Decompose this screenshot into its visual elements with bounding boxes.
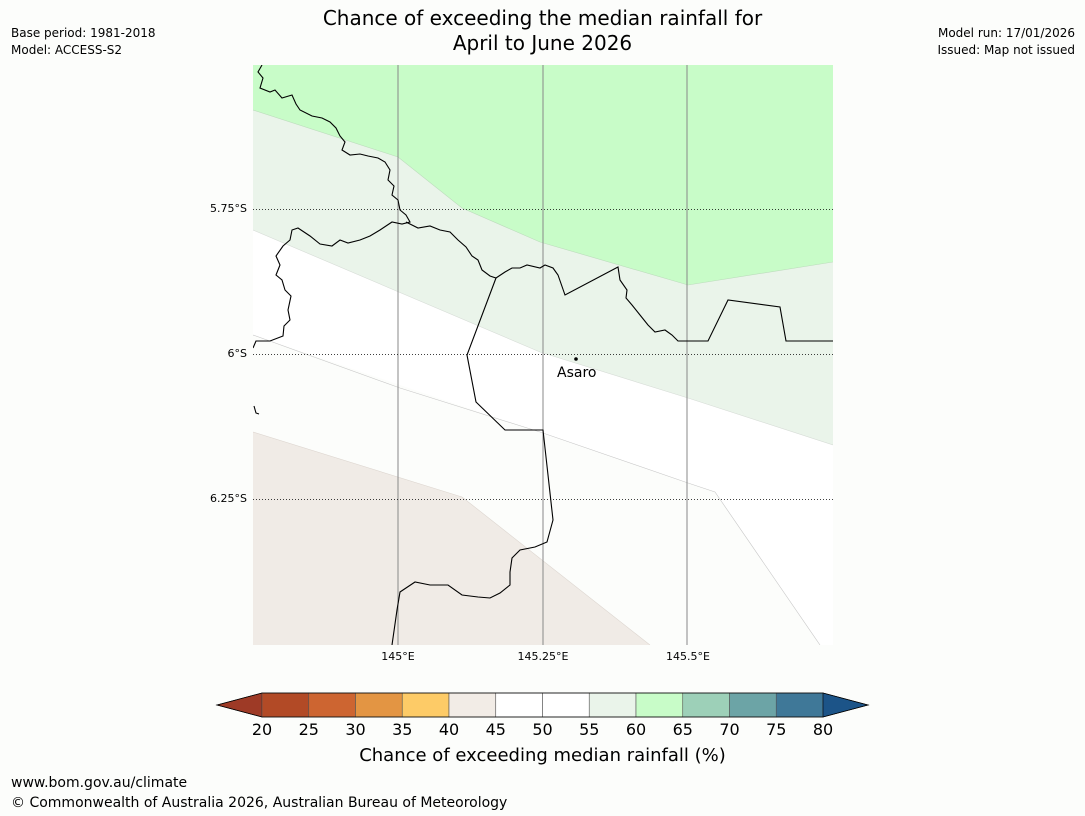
title-line-1: Chance of exceeding the median rainfall … xyxy=(322,6,763,30)
colorbar-tick-label: 55 xyxy=(579,720,600,739)
place-label-asaro: Asaro xyxy=(557,365,597,381)
footer-copyright: © Commonwealth of Australia 2026, Austra… xyxy=(11,795,508,811)
base-period-text: Base period: 1981-2018 xyxy=(11,26,156,40)
colorbar-tick-label: 60 xyxy=(625,720,647,739)
issued-text: Issued: Map not issued xyxy=(937,43,1075,57)
colorbar-tick-label: 35 xyxy=(392,720,413,739)
province-boundary xyxy=(405,221,833,342)
colorbar-segment-55-60 xyxy=(588,692,637,718)
colorbar-tick-label: 40 xyxy=(438,720,460,739)
colorbar-segment-20-25 xyxy=(261,692,310,718)
province-boundary xyxy=(391,277,554,645)
lat-label-6-25s: 6.25°S xyxy=(210,492,247,505)
metadata-left: Base period: 1981-2018 Model: ACCESS-S2 xyxy=(11,25,156,59)
colorbar-tick-label: 45 xyxy=(485,720,506,739)
footer-url: www.bom.gov.au/climate xyxy=(11,775,188,791)
colorbar-tick-label: 20 xyxy=(251,720,273,739)
colorbar-extend-low xyxy=(215,692,263,718)
title-line-2: April to June 2026 xyxy=(452,31,633,55)
contour-line xyxy=(253,334,821,645)
contour-line xyxy=(253,431,651,645)
lon-label-145e: 145°E xyxy=(381,650,415,663)
colorbar-tick-label: 65 xyxy=(672,720,693,739)
colorbar-label: Chance of exceeding median rainfall (%) xyxy=(359,745,726,766)
asaro-location-dot xyxy=(574,357,578,361)
colorbar-tick-label: 30 xyxy=(345,720,366,739)
colorbar-segment-50-55 xyxy=(542,692,590,718)
colorbar-extend-high xyxy=(822,692,870,718)
colorbar-segment-70-75 xyxy=(729,692,777,718)
colorbar-tick-label: 75 xyxy=(766,720,787,739)
metadata-right: Model run: 17/01/2026 Issued: Map not is… xyxy=(937,25,1075,59)
colorbar-segment-25-30 xyxy=(308,692,356,718)
colorbar-segment-45-50 xyxy=(495,692,543,718)
contour-line xyxy=(253,109,833,286)
colorbar-outline xyxy=(215,692,870,718)
province-boundary xyxy=(253,405,260,415)
model-run-text: Model run: 17/01/2026 xyxy=(937,26,1075,40)
lat-label-6s: 6°S xyxy=(227,347,247,360)
colorbar-segment-75-80 xyxy=(775,692,824,718)
province-boundary xyxy=(253,65,411,349)
lon-label-145-25e: 145.25°E xyxy=(517,650,569,663)
lon-label-145-5e: 145.5°E xyxy=(666,650,710,663)
colorbar-segment-40-45 xyxy=(448,692,497,718)
colorbar-segment-35-40 xyxy=(401,692,450,718)
colorbar-segment-60-65 xyxy=(635,692,684,718)
lat-label-5-75s: 5.75°S xyxy=(210,202,247,215)
colorbar-tick-label: 80 xyxy=(812,720,834,739)
colorbar-segment-30-35 xyxy=(355,692,403,718)
band-40-45-region xyxy=(253,432,650,645)
colorbar-tick-label: 25 xyxy=(298,720,319,739)
colorbar-tick-label: 50 xyxy=(532,720,553,739)
colorbar-segment-65-70 xyxy=(682,692,730,718)
map-title: Chance of exceeding the median rainfall … xyxy=(0,6,1085,56)
model-text: Model: ACCESS-S2 xyxy=(11,43,123,57)
contour-line xyxy=(253,229,833,446)
colorbar-tick-label: 70 xyxy=(719,720,740,739)
